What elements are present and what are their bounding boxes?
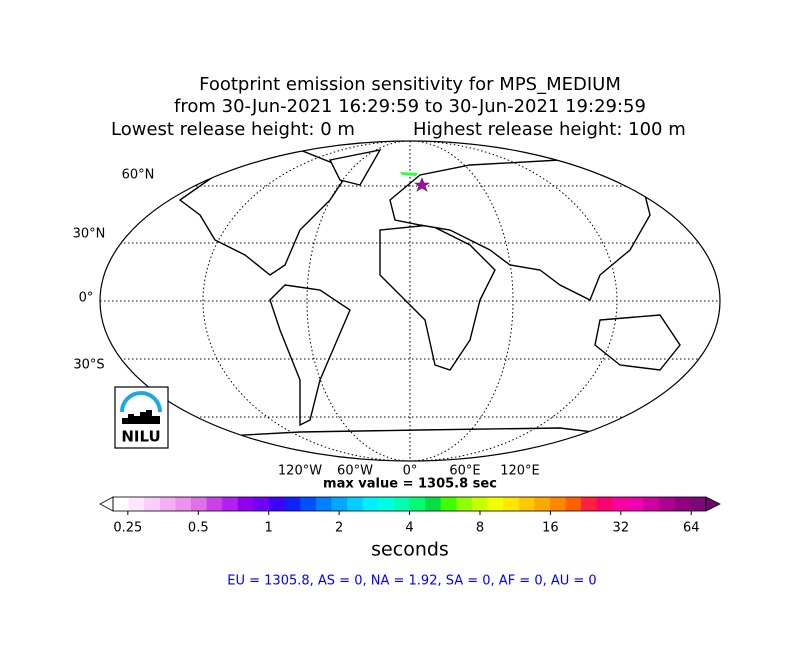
colorbar-segment — [425, 497, 442, 511]
lon-label: 120°W — [278, 464, 322, 479]
colorbar-segment — [503, 497, 520, 511]
colorbar-segment — [362, 497, 379, 511]
lon-label: 120°E — [500, 464, 540, 479]
meridians — [202, 141, 618, 461]
title-line: Footprint emission sensitivity for MPS_M… — [199, 74, 621, 95]
colorbar-segment — [596, 497, 613, 511]
colorbar-segment — [487, 497, 504, 511]
colorbar-segment — [565, 497, 582, 511]
colorbar-segment — [269, 497, 286, 511]
footprint — [400, 172, 418, 176]
colorbar: 0.25 0.5 1 2 4 8 16 32 64 — [99, 496, 721, 536]
colorbar-segment — [237, 497, 254, 511]
colorbar-tick-label: 8 — [476, 521, 484, 536]
max-value: max value = 1305.8 sec — [323, 477, 497, 492]
lon-label: 60°E — [449, 464, 480, 479]
land — [149, 149, 701, 461]
colorbar-segment — [253, 497, 270, 511]
colorbar-segment — [581, 497, 598, 511]
lat-label: 0° — [79, 291, 94, 306]
colorbar-segment — [144, 497, 161, 511]
colorbar-tick-label: 64 — [683, 521, 700, 536]
colorbar-tick-label: 4 — [405, 521, 413, 536]
colorbar-segment — [612, 497, 629, 511]
title-line: from 30-Jun-2021 16:29:59 to 30-Jun-2021… — [174, 96, 646, 117]
colorbar-segment — [659, 497, 676, 511]
colorbar-segment — [206, 497, 223, 511]
colorbar-over — [705, 496, 721, 512]
map — [100, 141, 720, 461]
colorbar-segment — [315, 497, 332, 511]
colorbar-segment — [284, 497, 301, 511]
lon-label: 0° — [403, 464, 418, 479]
colorbar-tick-label: 0.5 — [188, 521, 209, 536]
colorbar-segment — [518, 497, 535, 511]
colorbar-segment — [347, 497, 364, 511]
colorbar-segment — [440, 497, 457, 511]
colorbar-label: seconds — [371, 539, 449, 561]
logo-city — [122, 410, 160, 424]
logo-text: NILU — [121, 428, 160, 446]
lat-label: 60°N — [122, 168, 155, 183]
colorbar-segment — [409, 497, 426, 511]
colorbar-segment — [300, 497, 317, 511]
map-border — [99, 140, 721, 462]
colorbar-tick-label: 16 — [542, 521, 559, 536]
colorbar-tick-label: 0.25 — [113, 521, 142, 536]
colorbar-segment — [690, 497, 707, 511]
logo: NILU — [114, 386, 169, 449]
colorbar-segment — [378, 497, 395, 511]
colorbar-tick-label: 32 — [613, 521, 630, 536]
colorbar-segment — [128, 497, 145, 511]
colorbar-segment — [159, 497, 176, 511]
colorbar-segment — [471, 497, 489, 511]
colorbar-segment — [549, 497, 567, 511]
logo-arc — [120, 391, 162, 413]
colorbar-tick-label: 1 — [265, 521, 273, 536]
release-point — [414, 177, 430, 192]
colorbar-segment — [113, 497, 130, 511]
colorbar-segment — [674, 497, 691, 511]
title-left: Lowest release height: 0 m — [111, 119, 355, 140]
colorbar-segment — [643, 497, 660, 511]
colorbar-under — [99, 496, 114, 512]
colorbar-segment — [191, 497, 208, 511]
colorbar-segment — [393, 497, 410, 511]
title-right: Highest release height: 100 m — [413, 119, 686, 140]
colorbar-segment — [456, 497, 473, 511]
colorbar-segment — [222, 497, 239, 511]
colorbar-segment — [175, 497, 192, 511]
colorbar-tick-label: 2 — [335, 521, 343, 536]
colorbar-segment — [331, 497, 348, 511]
lat-label: 30°N — [73, 227, 106, 242]
colorbar-segment — [627, 497, 645, 511]
footer: EU = 1305.8, AS = 0, NA = 1.92, SA = 0, … — [227, 574, 596, 589]
lat-label: 30°S — [73, 358, 104, 373]
colorbar-segment — [534, 497, 551, 511]
lon-label: 60°W — [337, 464, 373, 479]
